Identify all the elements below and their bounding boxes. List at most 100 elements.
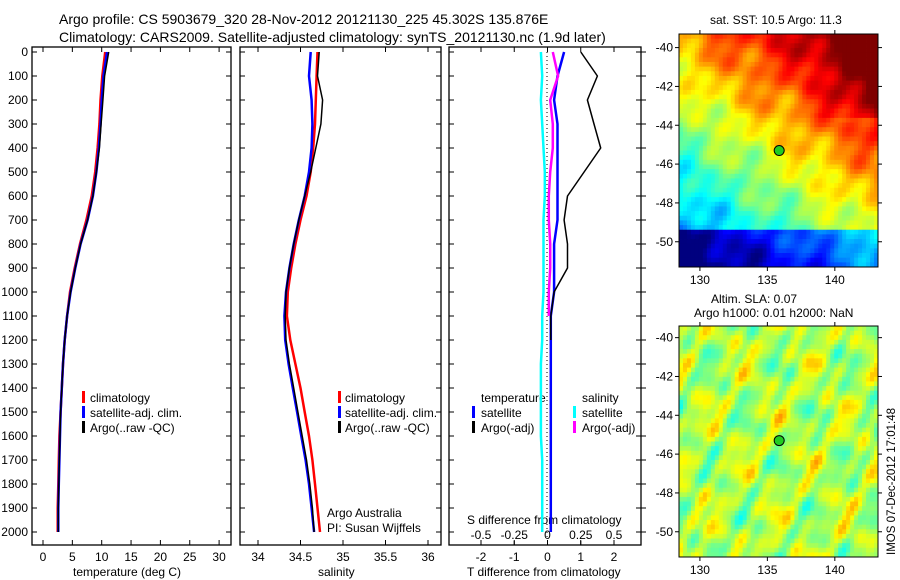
map-cell [842, 362, 847, 368]
map-cell [679, 243, 684, 249]
map-cell [690, 71, 696, 77]
map-cell [710, 464, 716, 470]
map-cell [690, 515, 696, 521]
map-cell [718, 376, 724, 382]
map-cell [806, 89, 811, 95]
map-cell [738, 501, 744, 507]
map-cell [738, 169, 744, 175]
map-cell [702, 234, 708, 240]
map-cell [814, 464, 819, 470]
map-cell [750, 75, 756, 81]
map-cell [690, 552, 696, 558]
map-cell [690, 538, 696, 544]
map-cell [830, 131, 835, 137]
map-cell [730, 520, 736, 526]
map-cell [806, 117, 811, 123]
map-cell [834, 547, 839, 553]
map-cell [754, 496, 759, 502]
map-cell [702, 386, 708, 392]
map-cell [682, 335, 688, 341]
map-cell [726, 220, 732, 226]
map-cell [714, 469, 720, 475]
map-cell [694, 427, 700, 433]
map-cell [858, 43, 863, 49]
map-cell [762, 390, 767, 396]
map-cell [778, 372, 783, 378]
map-cell [830, 183, 835, 189]
map-cell [702, 43, 708, 49]
map-cell [730, 122, 736, 128]
map-cell [786, 57, 791, 63]
map-cell [714, 211, 720, 217]
map-cell [694, 409, 700, 415]
map-cell [706, 80, 712, 86]
map-cell [766, 330, 771, 336]
map-cell [806, 136, 811, 142]
map-cell [822, 469, 827, 475]
map-cell [834, 113, 839, 119]
map-cell [714, 344, 720, 350]
map-cell [762, 469, 767, 475]
map-cell [834, 436, 839, 442]
map-cell [862, 229, 867, 235]
map-cell [794, 376, 799, 382]
map-cell [818, 155, 823, 161]
map-cell [758, 450, 763, 456]
map-cell [850, 335, 855, 341]
map-cell [750, 71, 756, 77]
map-cell [722, 117, 728, 123]
map-cell [750, 349, 756, 355]
map-cell [770, 538, 775, 544]
map-cell [698, 248, 704, 254]
map-cell [750, 339, 756, 345]
map-cell [714, 89, 720, 95]
map-cell [774, 183, 779, 189]
map-cell [690, 524, 696, 530]
map-cell [714, 386, 720, 392]
map-cell [746, 441, 752, 447]
map-cell [826, 547, 831, 553]
map-cell [714, 552, 720, 558]
map-cell [798, 335, 803, 341]
map-cell [679, 103, 684, 109]
sst-map: 130 135 140-40-42-44-46-48-50 [656, 30, 882, 287]
map-cell [746, 464, 752, 470]
map-cell [679, 178, 684, 184]
map-cell [742, 409, 748, 415]
map-cell [738, 183, 744, 189]
map-cell [810, 38, 815, 44]
map-cell [726, 66, 732, 72]
map-cell [846, 501, 851, 507]
map-cell [766, 34, 771, 40]
map-cell [810, 446, 815, 452]
map-cell [858, 136, 863, 142]
map-cell [754, 103, 759, 109]
map-cell [758, 386, 763, 392]
map-cell [782, 61, 787, 68]
map-cell [706, 257, 712, 263]
map-cell [810, 164, 815, 170]
map-cell [710, 418, 716, 424]
map-cell [870, 192, 875, 198]
map-cell [742, 257, 748, 263]
map-cell [710, 85, 716, 91]
map-cell [850, 131, 855, 137]
map-cell [698, 423, 704, 429]
map-cell [742, 66, 748, 72]
map-cell [766, 159, 771, 165]
map-cell [706, 427, 712, 433]
map-cell [826, 117, 831, 123]
x-tick-label: 135 [757, 273, 777, 287]
map-cell [726, 492, 732, 498]
map-cell [786, 349, 791, 355]
map-cell [786, 552, 791, 558]
map-cell [834, 432, 839, 438]
map-cell [742, 436, 748, 442]
map-cell [778, 169, 783, 175]
map-cell [798, 38, 803, 44]
map-cell [730, 496, 736, 502]
map-cell [742, 367, 748, 373]
map-cell [754, 99, 759, 105]
map-cell [686, 89, 692, 95]
map-cell [682, 71, 688, 77]
